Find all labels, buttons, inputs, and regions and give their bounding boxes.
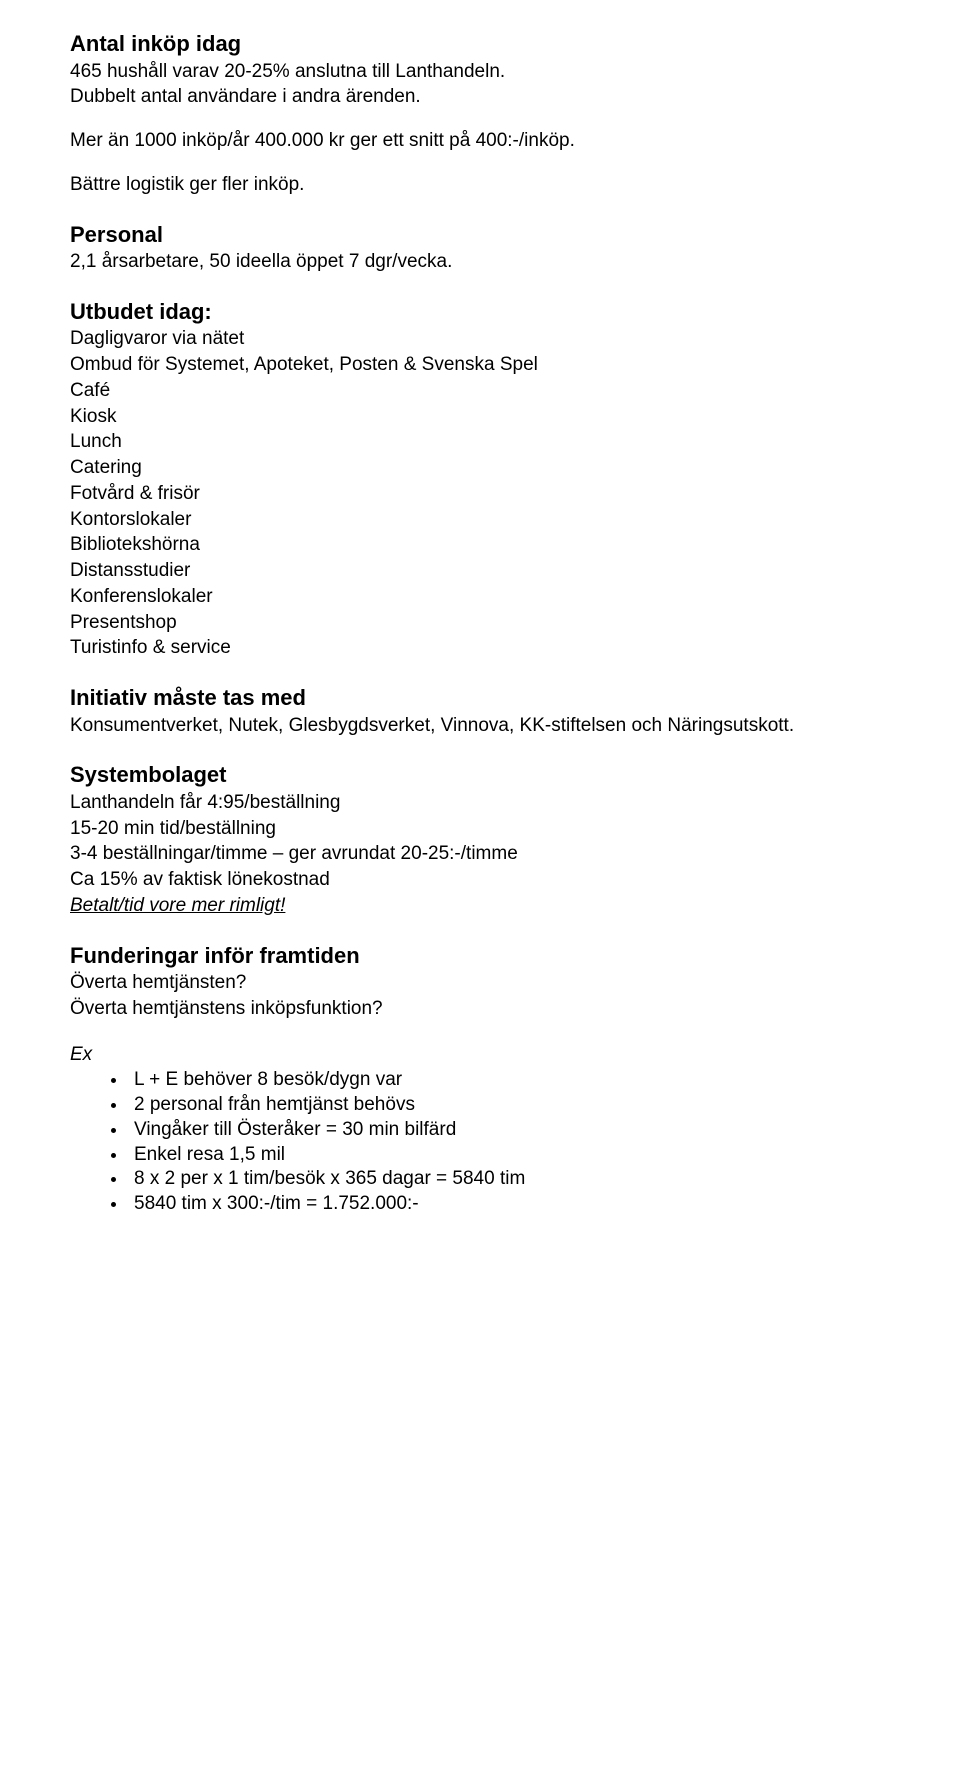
text-line: Mer än 1000 inköp/år 400.000 kr ger ett … [70,129,920,153]
text-line: 465 hushåll varav 20-25% anslutna till L… [70,60,920,84]
list-item: Vingåker till Österåker = 30 min bilfärd [128,1118,920,1143]
heading-initiativ: Initiativ måste tas med [70,684,920,712]
text-line: Café [70,379,920,403]
text-line: Presentshop [70,611,920,635]
ex-label: Ex [70,1043,920,1067]
text-line: Konferenslokaler [70,585,920,609]
heading-funderingar: Funderingar inför framtiden [70,942,920,970]
text-line: Konsumentverket, Nutek, Glesbygdsverket,… [70,714,920,738]
text-line: Ca 15% av faktisk lönekostnad [70,868,920,892]
text-line: Catering [70,456,920,480]
text-line: Dubbelt antal användare i andra ärenden. [70,85,920,109]
heading-personal: Personal [70,221,920,249]
heading-antal-inkop: Antal inköp idag [70,30,920,58]
heading-systembolaget: Systembolaget [70,761,920,789]
list-item: Enkel resa 1,5 mil [128,1143,920,1168]
text-line: Kontorslokaler [70,508,920,532]
text-line: Ombud för Systemet, Apoteket, Posten & S… [70,353,920,377]
text-line: 2,1 årsarbetare, 50 ideella öppet 7 dgr/… [70,250,920,274]
text-line: Lanthandeln får 4:95/beställning [70,791,920,815]
text-line: 15-20 min tid/beställning [70,817,920,841]
text-line: Kiosk [70,405,920,429]
list-item: 5840 tim x 300:-/tim = 1.752.000:- [128,1192,920,1217]
text-line: Fotvård & frisör [70,482,920,506]
list-item: L + E behöver 8 besök/dygn var [128,1068,920,1093]
text-line: Bättre logistik ger fler inköp. [70,173,920,197]
text-line: Dagligvaror via nätet [70,327,920,351]
text-line: Bibliotekshörna [70,533,920,557]
list-item: 2 personal från hemtjänst behövs [128,1093,920,1118]
list-item: 8 x 2 per x 1 tim/besök x 365 dagar = 58… [128,1167,920,1192]
bullet-list: L + E behöver 8 besök/dygn var 2 persona… [70,1068,920,1217]
text-emphasis: Betalt/tid vore mer rimligt! [70,894,920,918]
text-line: Överta hemtjänstens inköpsfunktion? [70,997,920,1021]
heading-utbudet: Utbudet idag: [70,298,920,326]
text-line: Lunch [70,430,920,454]
text-line: Distansstudier [70,559,920,583]
text-line: Överta hemtjänsten? [70,971,920,995]
text-line: Turistinfo & service [70,636,920,660]
text-line: 3-4 beställningar/timme – ger avrundat 2… [70,842,920,866]
